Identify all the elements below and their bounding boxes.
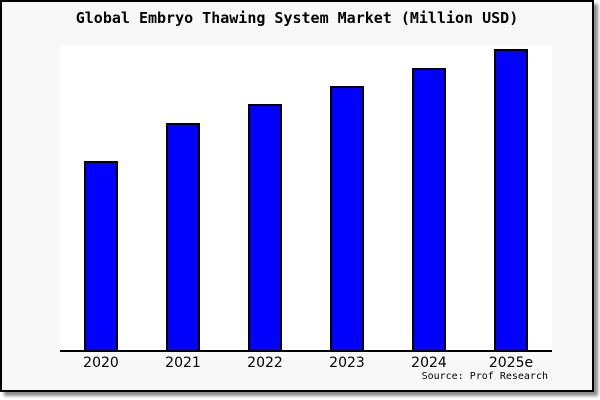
chart-frame: Global Embryo Thawing System Market (Mil… [0, 0, 594, 392]
x-tick-label-2021: 2021 [165, 355, 201, 371]
x-tick-label-2023: 2023 [329, 355, 365, 371]
x-tick-label-2024: 2024 [411, 355, 447, 371]
x-tick-label-2020: 2020 [83, 355, 119, 371]
x-tick-label-2025e: 2025e [488, 355, 534, 371]
bar-2022 [248, 104, 282, 350]
chart-title: Global Embryo Thawing System Market (Mil… [75, 9, 519, 27]
bar-2025e [494, 49, 528, 350]
x-tick-label-2022: 2022 [247, 355, 283, 371]
bar-2020 [84, 161, 118, 350]
bar-2023 [330, 86, 364, 350]
source-credit: Source: Prof Research [421, 371, 548, 382]
bar-2024 [412, 68, 446, 350]
plot-area [60, 46, 552, 352]
bar-2021 [166, 123, 200, 350]
